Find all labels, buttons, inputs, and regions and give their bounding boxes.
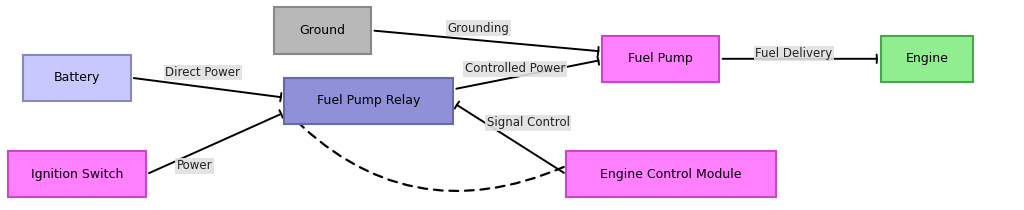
Text: Signal Control: Signal Control: [486, 116, 570, 129]
FancyBboxPatch shape: [881, 36, 973, 82]
Text: Fuel Pump: Fuel Pump: [628, 52, 693, 65]
FancyBboxPatch shape: [274, 7, 372, 54]
FancyBboxPatch shape: [284, 78, 453, 124]
FancyBboxPatch shape: [565, 151, 776, 197]
Text: Ground: Ground: [300, 24, 345, 37]
Text: Ignition Switch: Ignition Switch: [31, 168, 123, 181]
Text: Fuel Pump Relay: Fuel Pump Relay: [317, 94, 420, 107]
FancyBboxPatch shape: [23, 55, 131, 101]
Text: Power: Power: [177, 159, 212, 172]
FancyBboxPatch shape: [7, 151, 146, 197]
Text: Engine: Engine: [905, 52, 948, 65]
Text: Controlled Power: Controlled Power: [465, 62, 565, 75]
FancyBboxPatch shape: [602, 36, 719, 82]
Text: Engine Control Module: Engine Control Module: [600, 168, 741, 181]
Text: Fuel Delivery: Fuel Delivery: [755, 47, 833, 60]
Text: Battery: Battery: [53, 71, 100, 84]
Text: Direct Power: Direct Power: [165, 66, 241, 79]
Text: Grounding: Grounding: [447, 22, 509, 35]
